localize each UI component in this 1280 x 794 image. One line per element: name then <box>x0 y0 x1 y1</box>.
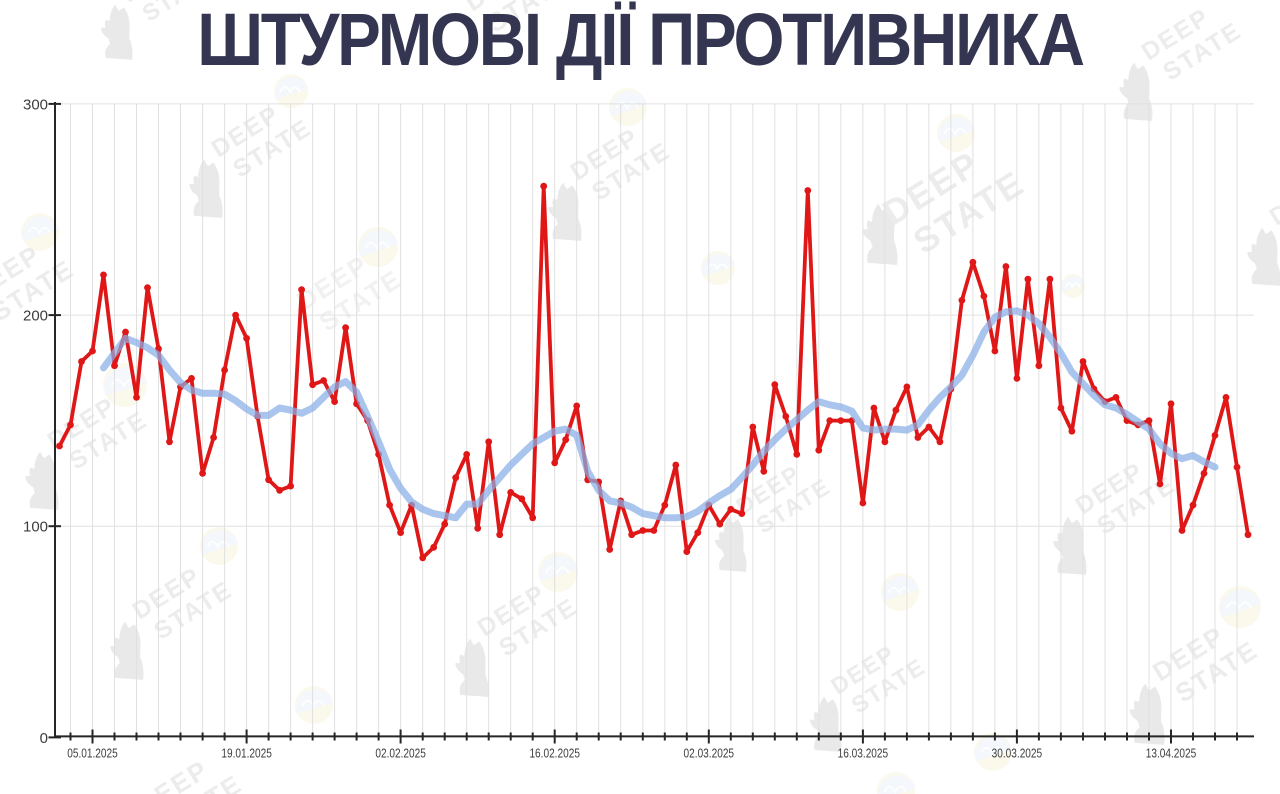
svg-text:16.02.2025: 16.02.2025 <box>529 746 580 761</box>
svg-text:13.04.2025: 13.04.2025 <box>1146 746 1197 761</box>
svg-text:19.01.2025: 19.01.2025 <box>221 746 272 761</box>
svg-text:0: 0 <box>40 730 48 747</box>
svg-text:200: 200 <box>23 308 48 325</box>
svg-text:16.03.2025: 16.03.2025 <box>838 746 889 761</box>
svg-text:DEEP: DEEP <box>1265 169 1280 232</box>
svg-text:300: 300 <box>23 96 48 113</box>
svg-text:02.02.2025: 02.02.2025 <box>375 746 426 761</box>
svg-text:05.01.2025: 05.01.2025 <box>67 746 118 761</box>
svg-text:100: 100 <box>23 519 48 536</box>
svg-text:02.03.2025: 02.03.2025 <box>684 746 735 761</box>
svg-text:30.03.2025: 30.03.2025 <box>992 746 1043 761</box>
